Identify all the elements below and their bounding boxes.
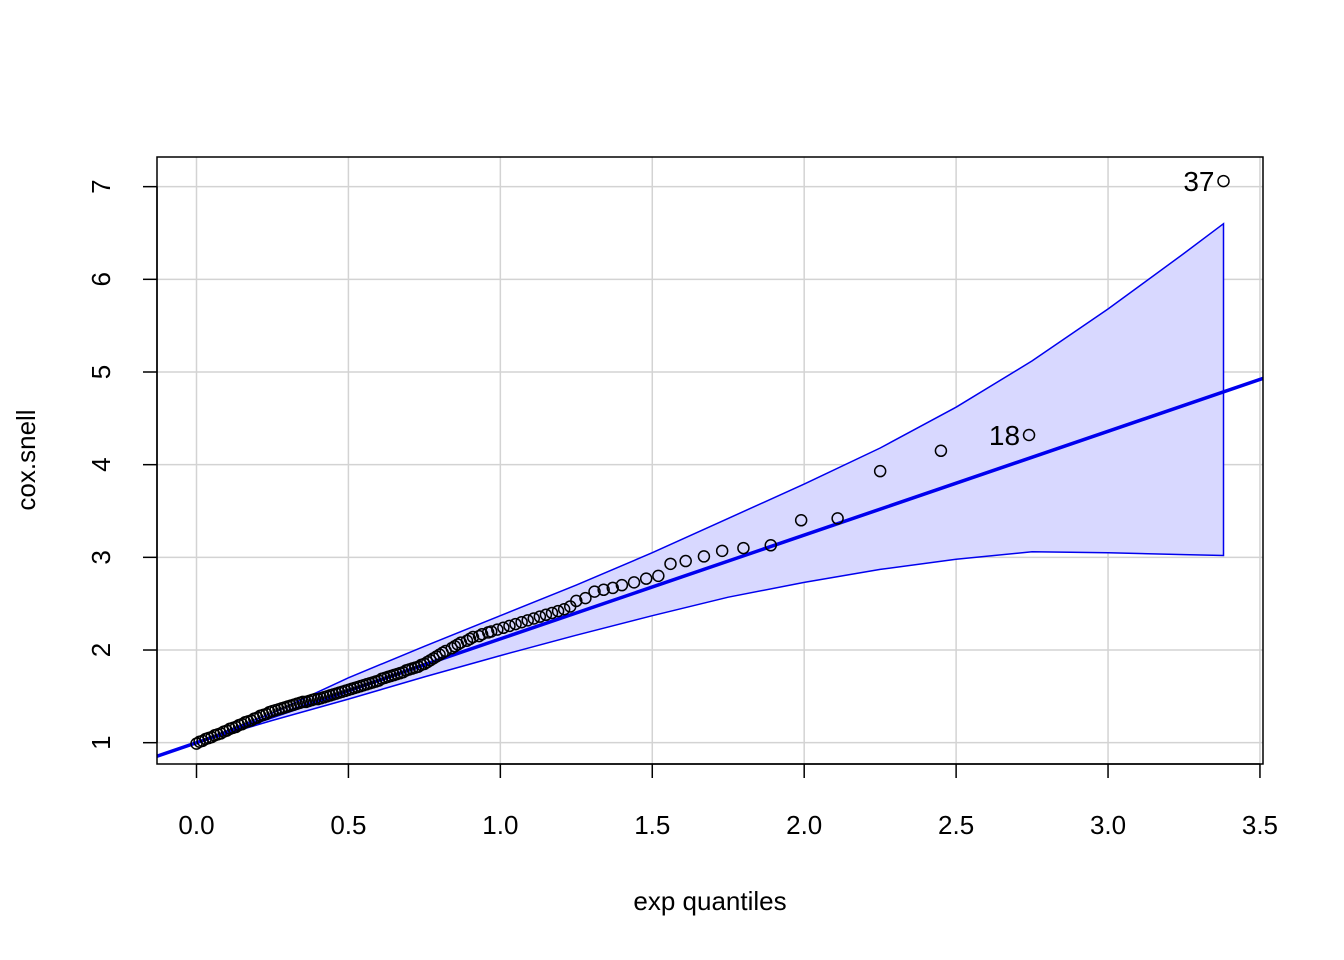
data-point xyxy=(597,583,610,597)
data-point xyxy=(484,625,498,638)
data-point xyxy=(497,621,510,635)
y-tick-label: 5 xyxy=(86,365,116,379)
data-point xyxy=(737,541,750,555)
y-tick-label: 7 xyxy=(86,179,116,193)
data-point xyxy=(308,692,322,706)
data-point xyxy=(445,641,458,655)
data-point xyxy=(664,557,677,571)
data-point xyxy=(652,569,665,583)
point-label-37: 37 xyxy=(1183,166,1214,197)
data-point xyxy=(579,591,592,605)
y-tick-label: 1 xyxy=(86,735,116,749)
data-point xyxy=(873,464,887,478)
data-point xyxy=(448,640,462,653)
x-axis-label: exp quantiles xyxy=(633,886,786,916)
data-point xyxy=(521,614,534,627)
data-point xyxy=(503,619,516,633)
data-point xyxy=(831,512,844,525)
x-tick-label: 1.0 xyxy=(482,810,518,840)
data-point xyxy=(430,650,443,663)
x-tick-label: 0.0 xyxy=(178,810,214,840)
x-axis: 0.0 0.5 1.0 1.5 2.0 2.5 3.0 3.5 xyxy=(178,763,1278,840)
data-point xyxy=(296,695,310,709)
y-tick-label: 3 xyxy=(86,550,116,564)
data-point xyxy=(421,655,434,669)
x-tick-label: 1.5 xyxy=(634,810,670,840)
data-point xyxy=(557,602,571,616)
x-tick-label: 2.0 xyxy=(786,810,822,840)
x-tick-label: 3.5 xyxy=(1242,810,1278,840)
data-point xyxy=(679,554,692,568)
confidence-band xyxy=(196,222,1225,744)
data-point xyxy=(527,612,541,625)
data-point xyxy=(491,623,504,636)
data-point xyxy=(545,606,559,620)
data-point xyxy=(418,657,431,671)
data-point xyxy=(764,539,778,552)
y-axis: 1 2 3 4 5 6 7 xyxy=(86,179,158,750)
data-point xyxy=(570,594,583,608)
data-point xyxy=(794,514,808,527)
x-tick-label: 3.0 xyxy=(1090,810,1126,840)
data-point xyxy=(539,608,553,622)
data-point xyxy=(934,444,948,458)
y-tick-label: 6 xyxy=(86,272,116,286)
data-point xyxy=(697,550,711,563)
data-point xyxy=(551,604,565,618)
y-tick-label: 4 xyxy=(86,457,116,471)
data-point xyxy=(515,615,528,629)
data-point xyxy=(1022,428,1036,442)
data-point xyxy=(533,610,547,623)
y-tick-label: 2 xyxy=(86,643,116,657)
data-point xyxy=(427,652,440,665)
data-point xyxy=(433,648,446,661)
data-point xyxy=(627,576,641,589)
data-point xyxy=(588,585,601,598)
data-point xyxy=(463,632,477,646)
data-point xyxy=(475,628,489,641)
x-tick-label: 2.5 xyxy=(938,810,974,840)
data-point xyxy=(615,578,629,592)
data-point xyxy=(509,617,522,631)
data-point xyxy=(466,630,480,644)
data-points xyxy=(190,174,1230,750)
data-point xyxy=(460,634,474,647)
data-point xyxy=(424,653,437,667)
y-axis-label: cox.snell xyxy=(11,409,41,510)
x-tick-label: 0.5 xyxy=(330,810,366,840)
data-point xyxy=(639,572,653,585)
confidence-band-area xyxy=(196,222,1225,744)
data-point xyxy=(1217,174,1230,188)
point-label-18: 18 xyxy=(989,420,1020,451)
data-point xyxy=(715,544,729,558)
point-labels: 37 18 xyxy=(989,166,1215,451)
data-point xyxy=(606,581,620,595)
